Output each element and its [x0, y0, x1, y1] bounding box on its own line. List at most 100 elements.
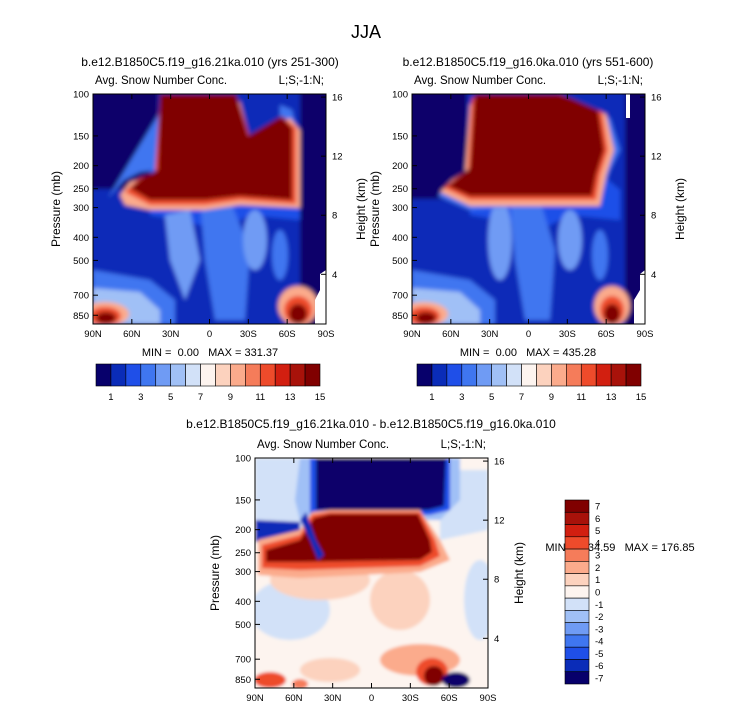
panel-b-ylabel-right: Height (km): [673, 178, 687, 240]
y-right-tick-label: 12: [651, 152, 662, 163]
panel-a-axes: 90N 60N 30N 0 30S 60S 90S 100 150 200 250 300 400 500…: [73, 90, 342, 341]
colorbar-label: 11: [576, 392, 586, 403]
panel-c-ylabel: Pressure (mb): [208, 535, 222, 611]
y-tick-label: 150: [235, 495, 251, 506]
panel-b-stats: MIN = 0.00 MAX = 435.28: [460, 347, 596, 359]
y-tick-label: 250: [392, 184, 408, 195]
panel-c-axes: 90N 60N 30N 0 30S 60S 90S 100 150 200 250 300 400 500…: [235, 454, 504, 705]
colorbar-label: -1: [595, 600, 603, 611]
colorbar-swatch: [564, 585, 590, 599]
colorbar-swatch: [566, 363, 582, 387]
panel-b-subtitle-right: L;S;-1:N;: [598, 75, 643, 87]
colorbar-label: 9: [228, 392, 233, 403]
x-tick-label: 0: [526, 329, 531, 340]
panel-c-field: [255, 458, 488, 688]
y-right-tick-label: 16: [494, 457, 505, 468]
colorbar-label: 1: [429, 392, 434, 403]
y-tick-label: 500: [392, 256, 408, 267]
colorbar-swatch: [110, 363, 127, 387]
colorbar-swatch: [564, 499, 590, 513]
x-tick-label: 0: [207, 329, 212, 340]
colorbar-swatch: [185, 363, 201, 387]
y-tick-label: 850: [235, 675, 251, 686]
colorbar-swatch: [564, 536, 590, 550]
colorbar-swatch: [564, 524, 590, 538]
colorbar-label: 3: [595, 551, 600, 562]
colorbar-swatch: [506, 363, 522, 387]
y-tick-label: 250: [73, 184, 89, 195]
colorbar-label: 5: [489, 392, 494, 403]
panel-c-subtitle-left: Avg. Snow Number Conc.: [257, 439, 389, 451]
x-tick-label: 90N: [403, 329, 421, 340]
x-tick-label: 60N: [442, 329, 460, 340]
colorbar-label: -6: [595, 661, 603, 672]
y-tick-label: 300: [73, 203, 89, 214]
colorbar-label: 5: [168, 392, 173, 403]
colorbar-label: -5: [595, 649, 603, 660]
colorbar-swatch: [564, 511, 590, 525]
x-tick-label: 60N: [285, 693, 303, 704]
y-right-tick-label: 16: [651, 93, 662, 104]
colorbar-label: 7: [519, 392, 524, 403]
panel-a-ylabel-right: Height (km): [354, 178, 368, 240]
x-tick-label: 60S: [598, 329, 615, 340]
colorbar-swatch: [595, 363, 612, 387]
colorbar-swatch: [431, 363, 448, 387]
y-tick-label: 700: [235, 655, 251, 666]
colorbar-label: 1: [108, 392, 113, 403]
colorbar-label: 5: [595, 526, 600, 537]
colorbar-swatch: [304, 363, 321, 387]
colorbar-label: 13: [606, 392, 617, 403]
y-right-tick-label: 16: [332, 93, 343, 104]
colorbar-label: 7: [198, 392, 203, 403]
panel-a-subtitle-right: L;S;-1:N;: [279, 75, 324, 87]
colorbar-label: -4: [595, 637, 603, 648]
colorbar-label: 4: [595, 538, 600, 549]
colorbar-swatch: [289, 363, 306, 387]
colorbar-swatch: [461, 363, 478, 387]
panel-b: b.e12.B1850C5.f19_g16.0ka.010 (yrs 551-6…: [368, 55, 687, 403]
panel-c-title: b.e12.B1850C5.f19_g16.21ka.010 - b.e12.B…: [186, 417, 556, 431]
y-right-tick-label: 12: [332, 152, 343, 163]
x-tick-label: 30S: [240, 329, 257, 340]
y-tick-label: 300: [235, 567, 251, 578]
x-tick-label: 90S: [318, 329, 335, 340]
colorbar-swatch: [580, 363, 597, 387]
x-tick-label: 90N: [84, 329, 102, 340]
x-tick-label: 90N: [246, 693, 264, 704]
y-tick-label: 150: [73, 131, 89, 142]
panel-c-subtitle-right: L;S;-1:N;: [441, 439, 486, 451]
colorbar-swatch: [564, 671, 590, 685]
x-tick-label: 60S: [441, 693, 458, 704]
x-tick-label: 30N: [162, 329, 180, 340]
colorbar-swatch: [564, 634, 590, 648]
panel-a: b.e12.B1850C5.f19_g16.21ka.010 (yrs 251-…: [49, 55, 368, 403]
y-tick-label: 700: [73, 291, 89, 302]
colorbar-swatch: [491, 363, 507, 387]
colorbar-swatch: [259, 363, 276, 387]
colorbar-swatch: [564, 646, 590, 660]
colorbar-swatch: [446, 363, 463, 387]
colorbar-swatch: [610, 363, 627, 387]
colorbar-swatch: [564, 610, 590, 623]
x-tick-label: 90S: [480, 693, 497, 704]
y-tick-label: 400: [73, 233, 89, 244]
y-right-tick-label: 4: [494, 634, 499, 645]
colorbar-label: 7: [595, 502, 600, 513]
colorbar-swatch: [564, 622, 590, 636]
y-tick-label: 150: [392, 131, 408, 142]
colorbar-swatch: [140, 363, 157, 387]
panel-a-title: b.e12.B1850C5.f19_g16.21ka.010 (yrs 251-…: [81, 55, 339, 69]
colorbar-label: -7: [595, 673, 603, 684]
colorbar-swatch: [125, 363, 142, 387]
y-right-tick-label: 8: [332, 211, 337, 222]
panel-a-colorbar: 1 3 5 7 9 11 13 15: [95, 363, 325, 403]
y-tick-label: 700: [392, 291, 408, 302]
colorbar-label: 2: [595, 563, 600, 574]
colorbar-swatch: [416, 363, 433, 387]
x-tick-label: 30N: [481, 329, 499, 340]
panel-a-subtitle-left: Avg. Snow Number Conc.: [95, 75, 227, 87]
y-tick-label: 300: [392, 203, 408, 214]
colorbar-swatch: [564, 659, 590, 673]
colorbar-label: 3: [138, 392, 143, 403]
